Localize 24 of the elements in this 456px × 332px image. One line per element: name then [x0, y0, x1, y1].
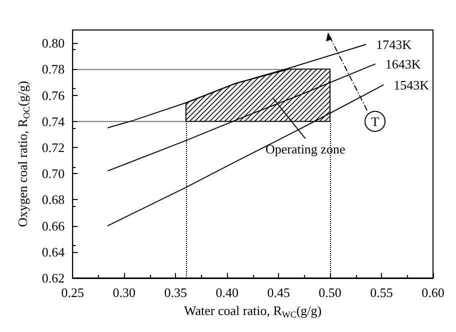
y-tick-label: 0.64 [42, 244, 66, 260]
x-tick-label: 0.45 [267, 285, 290, 300]
y-axis-title: Oxygen coal ratio, ROC(g/g) [15, 80, 32, 228]
x-tick-label: 0.40 [216, 285, 238, 300]
x-tick-label: 0.50 [318, 285, 342, 300]
y-tick-label: 0.76 [42, 88, 66, 103]
y-tick-label: 0.70 [42, 166, 65, 182]
y-tick-label: 0.80 [42, 36, 65, 51]
x-tick-label: 0.30 [112, 285, 136, 300]
series-label: 1743K [376, 36, 412, 52]
y-tick-label: 0.78 [42, 62, 65, 77]
y-tick-label: 0.62 [42, 270, 65, 286]
x-tick-label: 0.25 [61, 285, 84, 300]
x-tick-label: 0.60 [422, 285, 444, 300]
x-tick-label: 0.55 [370, 285, 393, 300]
series-label: 1643K [385, 56, 422, 72]
y-tick-label: 0.74 [42, 114, 66, 129]
annotation: Operating zone [265, 142, 346, 157]
series-label: 1543K [394, 77, 430, 92]
x-tick-label: 0.35 [164, 285, 187, 300]
y-tick-label: 0.66 [42, 218, 66, 234]
y-tick-label: 0.68 [42, 192, 65, 208]
annotation: T [371, 114, 380, 129]
y-tick-label: 0.72 [42, 140, 65, 155]
